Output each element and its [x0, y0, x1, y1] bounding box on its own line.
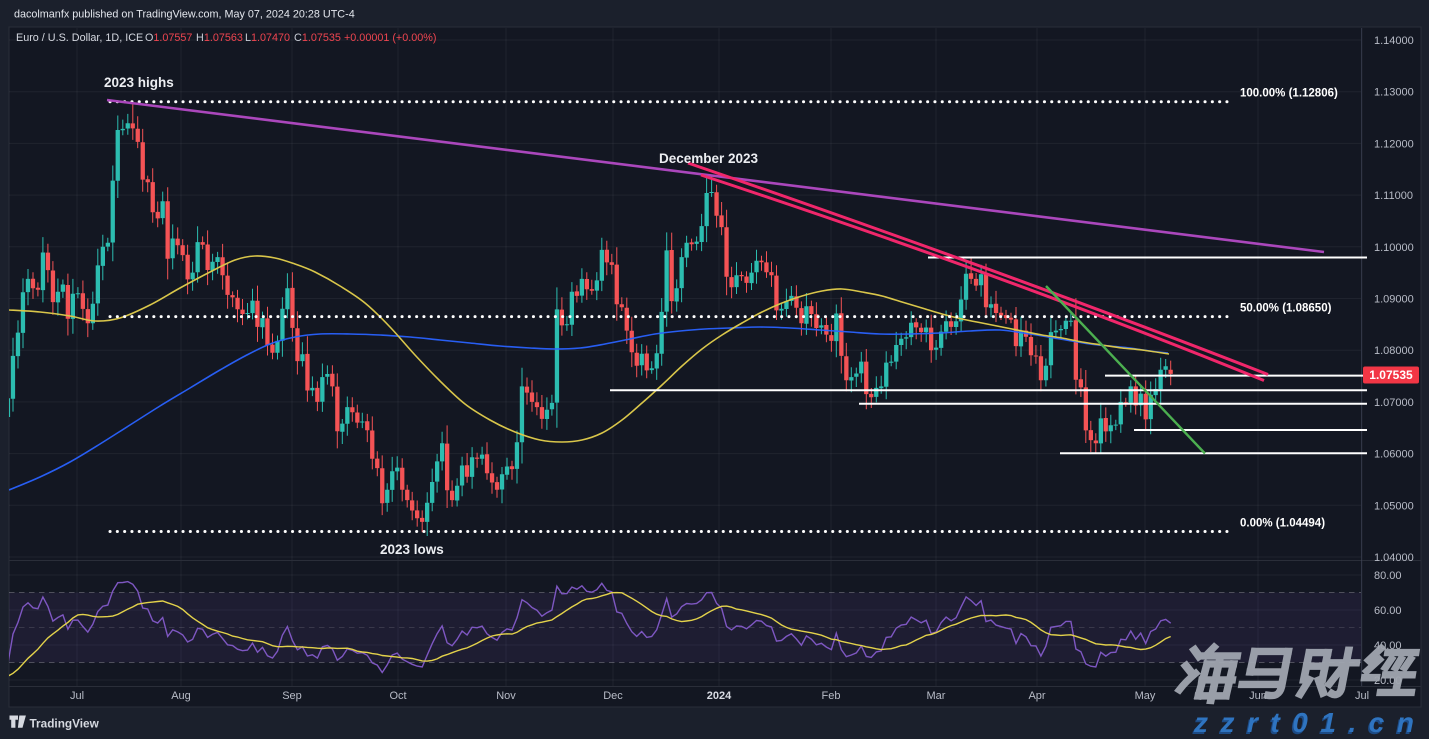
svg-text:Sep: Sep: [282, 690, 302, 702]
svg-text:Jun: Jun: [1249, 690, 1267, 702]
svg-text:+0.00001 (+0.00%): +0.00001 (+0.00%): [344, 32, 436, 44]
svg-text:O1.07557: O1.07557: [145, 32, 192, 44]
svg-text:Oct: Oct: [389, 690, 406, 702]
svg-text:dacolmanfx published on Tradin: dacolmanfx published on TradingView.com,…: [14, 9, 355, 21]
svg-text:1.04000: 1.04000: [1374, 552, 1414, 564]
svg-text:Aug: Aug: [171, 690, 191, 702]
svg-text:Nov: Nov: [496, 690, 516, 702]
svg-text:1.10000: 1.10000: [1374, 242, 1414, 254]
svg-text:60.00: 60.00: [1374, 605, 1402, 617]
svg-text:1.13000: 1.13000: [1374, 87, 1414, 99]
svg-text:Jul: Jul: [1355, 690, 1369, 702]
svg-text:zzrt01.cn: zzrt01.cn: [1193, 707, 1422, 738]
svg-text:Euro / U.S. Dollar, 1D, ICE: Euro / U.S. Dollar, 1D, ICE: [16, 32, 143, 44]
svg-text:zzrt01.cn: zzrt01.cn: [1192, 709, 1421, 739]
svg-text:1.09000: 1.09000: [1374, 294, 1414, 306]
svg-text:50.00% (1.08650): 50.00% (1.08650): [1240, 303, 1332, 315]
svg-text:1.06000: 1.06000: [1374, 449, 1414, 461]
svg-text:1.07535: 1.07535: [1369, 368, 1413, 382]
svg-text:Apr: Apr: [1028, 690, 1045, 702]
svg-text:1.08000: 1.08000: [1374, 345, 1414, 357]
svg-text:0.00% (1.04494): 0.00% (1.04494): [1240, 518, 1325, 530]
svg-text:1.11000: 1.11000: [1374, 190, 1413, 202]
svg-text:1.12000: 1.12000: [1374, 138, 1414, 150]
svg-text:TradingView: TradingView: [30, 717, 100, 731]
svg-text:Mar: Mar: [927, 690, 946, 702]
svg-text:C1.07535: C1.07535: [294, 32, 341, 44]
svg-text:May: May: [1135, 690, 1156, 702]
svg-text:100.00% (1.12806): 100.00% (1.12806): [1240, 88, 1338, 100]
svg-text:Dec: Dec: [603, 690, 623, 702]
svg-text:2023 lows: 2023 lows: [380, 542, 444, 557]
svg-text:1.07000: 1.07000: [1374, 397, 1414, 409]
svg-text:H1.07563: H1.07563: [196, 32, 243, 44]
svg-text:2023 highs: 2023 highs: [104, 75, 174, 90]
svg-text:Jul: Jul: [70, 690, 84, 702]
svg-text:Feb: Feb: [822, 690, 841, 702]
svg-text:2024: 2024: [707, 690, 732, 702]
svg-text:L1.07470: L1.07470: [245, 32, 290, 44]
svg-text:December 2023: December 2023: [659, 151, 759, 166]
svg-text:1.14000: 1.14000: [1374, 35, 1414, 47]
svg-text:80.00: 80.00: [1374, 570, 1402, 582]
svg-text:1.05000: 1.05000: [1374, 500, 1414, 512]
